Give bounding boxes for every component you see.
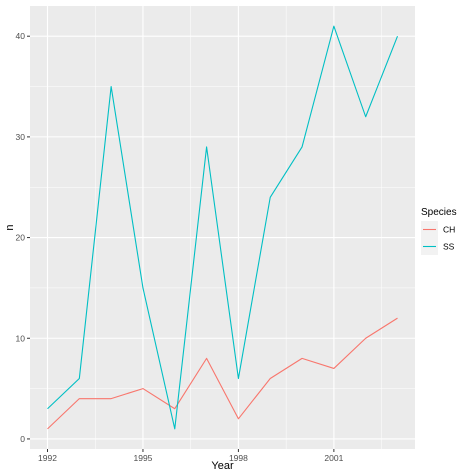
y-tick-label: 40 [16, 31, 26, 41]
legend-label-ch: CH [443, 225, 455, 235]
series-lines [47, 25, 399, 430]
series-line-ss [47, 25, 399, 430]
x-axis: 1992 1995 1998 2001 [38, 449, 344, 463]
y-axis: 0 10 20 30 40 [16, 31, 30, 444]
legend-label-ss: SS [443, 242, 455, 252]
x-tick-label: 2001 [324, 453, 343, 463]
x-axis-title: Year [211, 460, 234, 472]
legend-title: Species [421, 207, 457, 218]
plot-panel [30, 6, 415, 449]
major-gridlines [30, 6, 415, 449]
y-tick-label: 0 [20, 434, 25, 444]
y-axis-title: n [4, 224, 16, 230]
x-tick-label: 1995 [133, 453, 152, 463]
x-tick-label: 1992 [38, 453, 57, 463]
legend: Species CH SS [421, 207, 457, 255]
y-tick-label: 10 [16, 333, 26, 343]
y-tick-label: 20 [16, 233, 26, 243]
y-tick-label: 30 [16, 132, 26, 142]
x-tick-label: 1998 [229, 453, 248, 463]
series-line-ch [47, 317, 398, 430]
